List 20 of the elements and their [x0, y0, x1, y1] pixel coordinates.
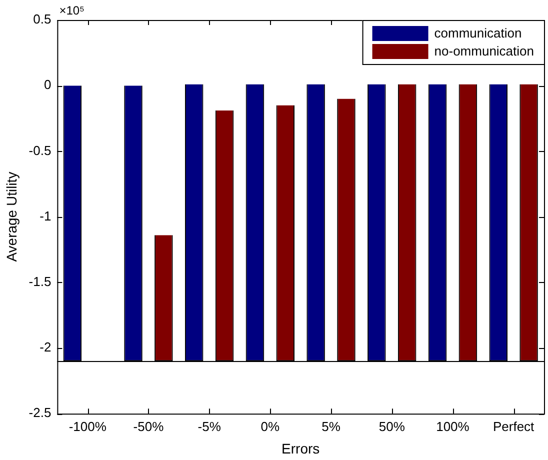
x-tick-label: 100%	[436, 418, 470, 434]
legend-label: communication	[434, 26, 522, 41]
x-tick-label: 50%	[378, 418, 406, 434]
x-tick-label: -5%	[198, 418, 222, 434]
y-tick-label: -2	[40, 340, 52, 355]
x-tick-label: Perfect	[492, 418, 535, 434]
y-tick-label: -2.5	[28, 405, 52, 420]
text: ×10⁵	[59, 3, 85, 18]
x-tick-label: 5%	[322, 418, 341, 434]
y-tick-label: -1.5	[28, 274, 52, 289]
y-tick-label: 0.5	[33, 12, 52, 27]
y-tick-label: -1	[40, 208, 52, 224]
y-tick-label: 0	[44, 77, 52, 92]
x-tick-label: -50%	[133, 418, 164, 434]
x-axis-title: Errors	[282, 440, 320, 456]
x-tick-label: -100%	[68, 418, 107, 434]
y-tick-label: -0.5	[28, 142, 52, 158]
x-tick-label: 0%	[260, 418, 280, 434]
legend-label: no-ommunication	[434, 44, 534, 59]
y-axis-title: Average Utility	[3, 172, 20, 262]
